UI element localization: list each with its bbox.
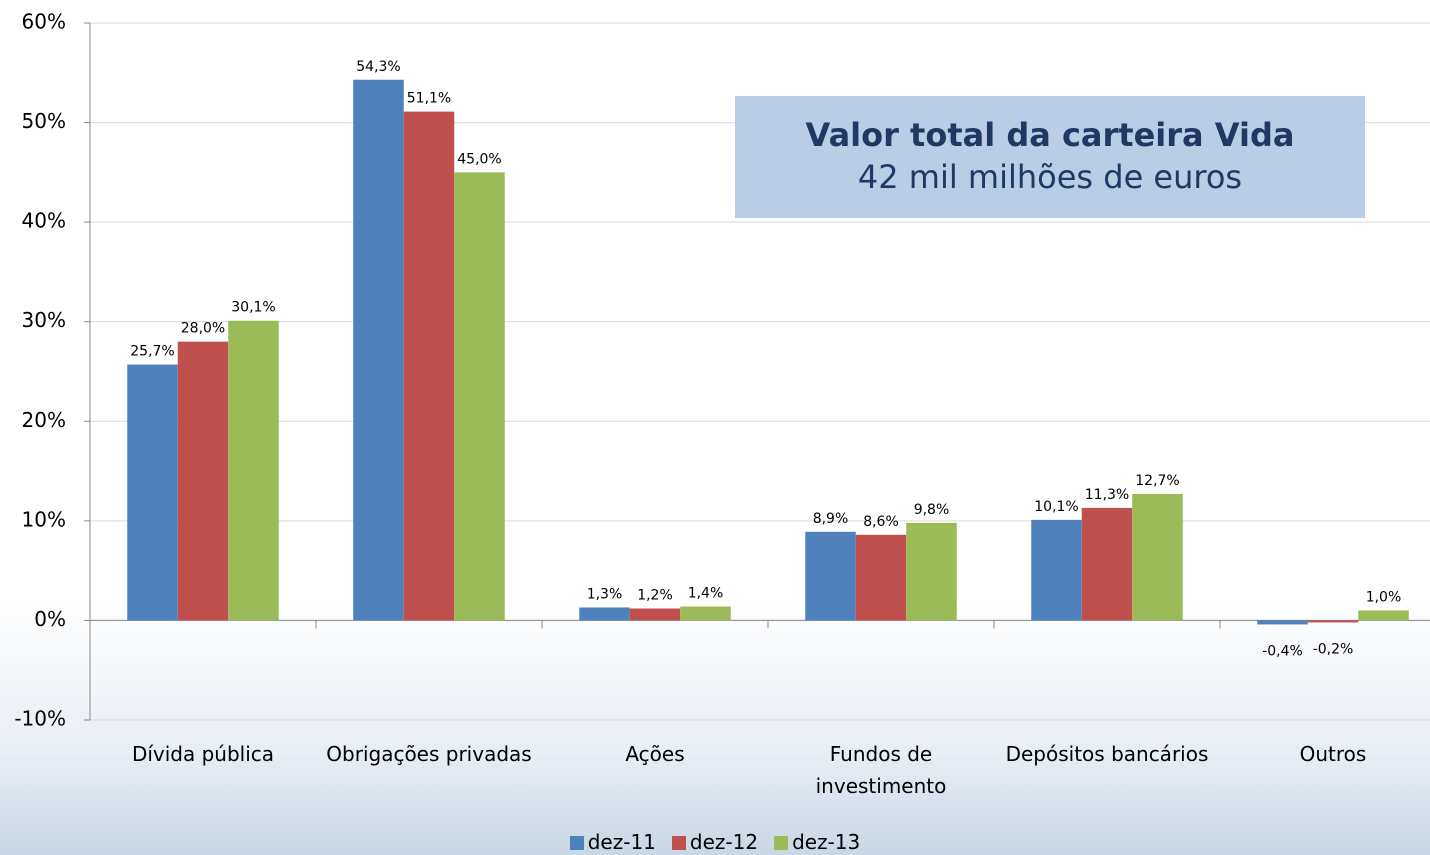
- value-label: 1,2%: [637, 587, 673, 603]
- value-label: 1,4%: [688, 585, 724, 601]
- x-tick-label: Ações: [625, 742, 685, 766]
- value-label: 9,8%: [914, 502, 950, 518]
- bar: [228, 320, 279, 621]
- value-label: 28,0%: [181, 321, 225, 337]
- x-tick-label: Outros: [1299, 742, 1367, 766]
- value-label: 11,3%: [1085, 487, 1129, 503]
- bar: [629, 608, 681, 621]
- legend-swatch: [671, 836, 686, 850]
- bar: [805, 531, 856, 621]
- bar: [1257, 620, 1308, 625]
- legend-label: dez-11: [587, 830, 656, 854]
- value-label: 54,3%: [356, 59, 400, 75]
- bar: [855, 534, 907, 621]
- value-label: -0,2%: [1313, 641, 1354, 657]
- value-label: 45,0%: [457, 151, 501, 167]
- value-label: 25,7%: [130, 344, 174, 360]
- legend-swatch: [774, 836, 789, 850]
- bar: [1081, 507, 1133, 621]
- bar: [177, 341, 229, 621]
- value-label: -0,4%: [1262, 643, 1303, 659]
- x-tick-label: Obrigações privadas: [326, 742, 532, 766]
- value-label: 30,1%: [231, 300, 275, 316]
- legend-item: dez-12: [671, 830, 759, 854]
- annotation-box: Valor total da carteira Vida 42 mil milh…: [735, 96, 1365, 218]
- bar: [127, 364, 178, 621]
- y-tick-label: 0%: [34, 607, 66, 631]
- y-tick-label: 30%: [22, 308, 66, 332]
- legend-label: dez-12: [689, 830, 759, 854]
- legend-label: dez-13: [792, 830, 861, 854]
- bar: [1307, 620, 1359, 623]
- y-tick-label: -10%: [14, 707, 66, 731]
- value-label: 12,7%: [1135, 473, 1179, 489]
- bar: [1132, 493, 1183, 621]
- y-tick-label: 20%: [22, 408, 66, 432]
- y-tick-label: 10%: [22, 507, 66, 531]
- bar: [579, 607, 630, 621]
- value-label: 8,9%: [813, 511, 849, 527]
- bar: [680, 606, 731, 621]
- bar: [1358, 610, 1409, 621]
- bar: [403, 111, 455, 621]
- legend-swatch: [569, 836, 584, 850]
- value-label: 8,6%: [863, 514, 899, 530]
- y-tick-label: 40%: [22, 209, 66, 233]
- legend: dez-11 dez-12 dez-13: [0, 830, 1430, 854]
- value-label: 51,1%: [407, 91, 451, 107]
- annotation-title: Valor total da carteira Vida: [805, 116, 1295, 154]
- x-tick-label: Depósitos bancários: [1005, 742, 1209, 766]
- x-tick-label: Dívida pública: [131, 742, 275, 766]
- x-tick-label: Fundos de investimento: [815, 742, 947, 798]
- legend-item: dez-13: [774, 830, 860, 854]
- bar: [454, 172, 505, 621]
- value-label: 1,0%: [1366, 589, 1402, 605]
- bar: [906, 522, 957, 621]
- bar: [353, 79, 404, 621]
- y-tick-label: 50%: [22, 109, 66, 133]
- y-tick-label: 60%: [22, 10, 66, 34]
- bar: [1031, 519, 1082, 621]
- annotation-text: 42 mil milhões de euros: [857, 158, 1243, 196]
- legend-item: dez-11: [569, 830, 656, 854]
- value-label: 10,1%: [1034, 499, 1078, 515]
- value-label: 1,3%: [587, 586, 623, 602]
